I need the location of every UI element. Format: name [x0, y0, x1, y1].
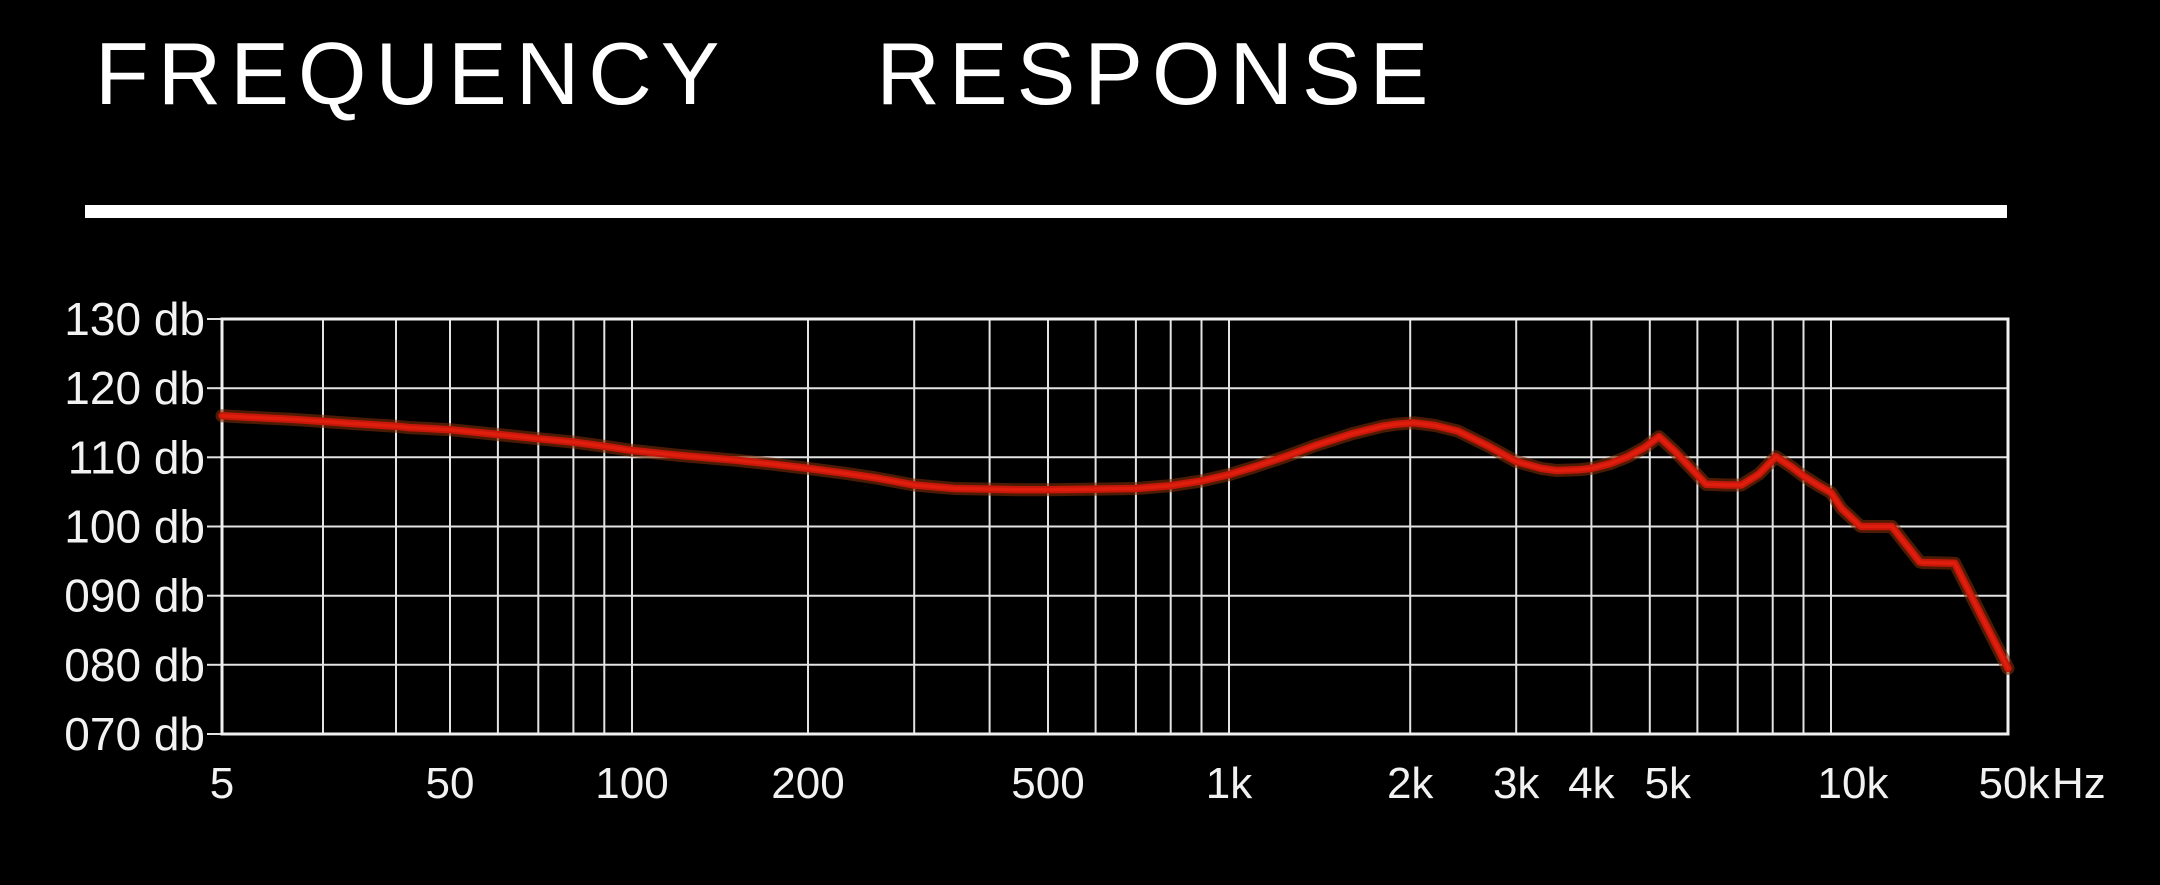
x-tick-label: 5k	[1645, 759, 1692, 808]
x-tick-label: 500	[1011, 759, 1084, 808]
page-title: FREQUENCY RESPONSE	[95, 24, 1438, 123]
x-tick-label: 3k	[1493, 759, 1540, 808]
y-tick-label: 130 db	[64, 293, 205, 345]
y-tick-label: 120 db	[64, 362, 205, 414]
x-tick-label: 200	[771, 759, 844, 808]
grid-lines	[207, 318, 2008, 735]
response-curve-glow	[215, 409, 2015, 675]
x-tick-label: 5	[210, 759, 234, 808]
title-underline	[85, 205, 2007, 218]
x-tick-label: 1k	[1206, 759, 1253, 808]
y-tick-label: 080 db	[64, 639, 205, 691]
x-tick-label: 4k	[1568, 759, 1615, 808]
x-tick-label: 50	[426, 759, 475, 808]
response-curve-core	[220, 414, 2010, 671]
x-tick-label: 10k	[1818, 759, 1890, 808]
x-axis-labels: 5 50 100 200 500 1k 2k 3k 4k 5k 10k 50k Hz	[210, 759, 2106, 808]
plot-frame	[220, 317, 2010, 736]
x-tick-label: 50k	[1979, 759, 2051, 808]
y-tick-label: 090 db	[64, 570, 205, 622]
y-tick-label: 070 db	[64, 708, 205, 760]
x-tick-label: 2k	[1387, 759, 1434, 808]
response-curve	[218, 412, 2012, 673]
x-axis-unit-label: Hz	[2052, 759, 2106, 808]
y-axis-labels: 130 db 120 db 110 db 100 db 090 db 080 db 070 …	[64, 293, 205, 760]
x-tick-label: 100	[595, 759, 668, 808]
y-tick-label: 100 db	[64, 501, 205, 553]
y-tick-label: 110 db	[68, 431, 205, 483]
